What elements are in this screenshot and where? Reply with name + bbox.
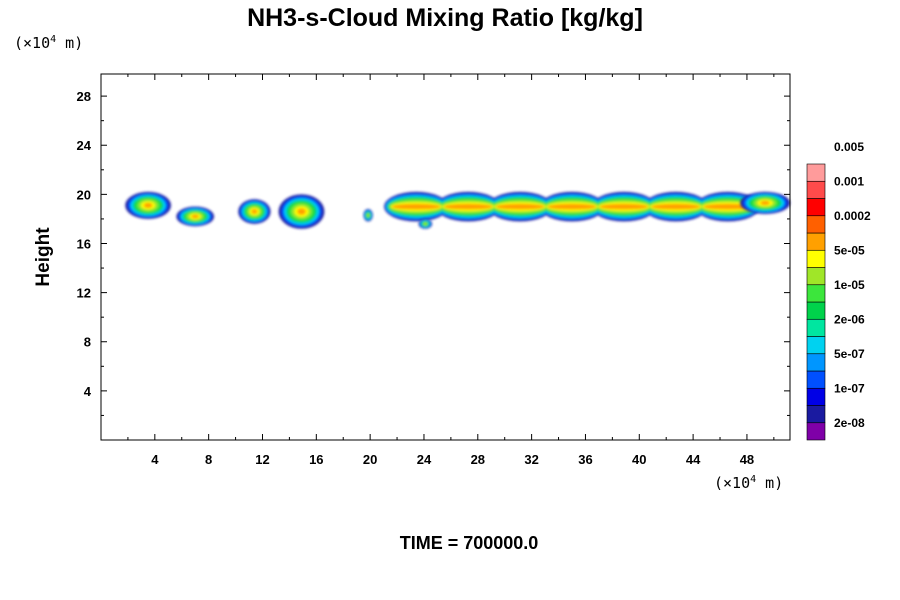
- legend-label: 2e-06: [834, 312, 865, 326]
- legend-swatch: [806, 232, 826, 251]
- cloud-contour: [191, 214, 199, 219]
- legend-label: 2e-08: [834, 416, 865, 430]
- cloud-contour: [391, 203, 441, 210]
- cloud-contour: [366, 213, 370, 217]
- chart-title: NH3-s-Cloud Mixing Ratio [kg/kg]: [247, 4, 643, 32]
- cloud-region: [278, 194, 325, 229]
- x-unit-label: (×104 m): [714, 474, 783, 492]
- cloud-contour: [703, 203, 753, 210]
- legend-label: 0.001: [834, 174, 864, 188]
- cloud-region: [238, 199, 271, 224]
- cloud-field: [125, 191, 790, 229]
- legend-swatch: [806, 301, 826, 320]
- time-label: TIME = 700000.0: [400, 533, 539, 553]
- y-tick-label: 16: [77, 236, 91, 251]
- x-tick-label: 4: [151, 452, 159, 467]
- x-tick-label: 44: [686, 452, 701, 467]
- legend-swatch: [806, 318, 826, 337]
- legend-swatch: [806, 284, 826, 303]
- cloud-region: [176, 206, 215, 227]
- legend-swatch: [806, 353, 826, 372]
- x-tick-label: 8: [205, 452, 212, 467]
- y-tick-label: 20: [77, 187, 91, 202]
- cloud-contour: [143, 202, 153, 208]
- plot-background: [101, 74, 790, 440]
- cloud-contour: [297, 208, 306, 215]
- y-tick-label: 24: [77, 138, 92, 153]
- legend-label: 0.0002: [834, 209, 871, 223]
- legend-swatch: [806, 198, 826, 217]
- legend-swatch: [806, 422, 826, 441]
- cloud-contour: [251, 209, 258, 214]
- x-tick-label: 16: [309, 452, 323, 467]
- y-tick-label: 28: [77, 89, 91, 104]
- x-tick-label: 32: [524, 452, 538, 467]
- y-axis: 4 8 12 16 20 24 28: [77, 89, 790, 416]
- legend-swatch: [806, 405, 826, 424]
- x-tick-label: 12: [255, 452, 269, 467]
- cloud-contour: [760, 200, 770, 206]
- legend-label: 5e-07: [834, 347, 865, 361]
- y-tick-label: 4: [84, 384, 92, 399]
- y-tick-label: 8: [84, 335, 91, 350]
- cloud-region: [384, 191, 760, 222]
- legend-swatch: [806, 336, 826, 355]
- cloud-region: [363, 209, 373, 222]
- cloud-contour: [443, 203, 493, 210]
- legend-swatch: [806, 267, 826, 286]
- cloud-contour: [423, 222, 427, 226]
- legend-label: 1e-07: [834, 381, 865, 395]
- cloud-region: [418, 218, 433, 229]
- legend-label: 5e-05: [834, 243, 865, 257]
- legend-swatch: [806, 215, 826, 234]
- x-tick-label: 48: [740, 452, 754, 467]
- legend-swatch: [806, 180, 826, 199]
- cloud-region: [740, 191, 790, 215]
- x-tick-label: 24: [417, 452, 432, 467]
- x-axis: 4 8 12 16 20 24 28 32 36 40 44 48: [127, 74, 775, 467]
- legend-swatch: [806, 370, 826, 389]
- plot-frame: [100, 73, 791, 441]
- x-tick-label: 28: [471, 452, 485, 467]
- cloud-contour: [651, 203, 701, 210]
- y-unit-label: (×104 m): [14, 34, 83, 52]
- legend-swatch: [806, 249, 826, 268]
- x-tick-label: 36: [578, 452, 592, 467]
- legend-label: 1e-05: [834, 278, 865, 292]
- y-tick-label: 12: [77, 286, 91, 301]
- legend-label: 0.005: [834, 140, 864, 154]
- x-tick-label: 20: [363, 452, 377, 467]
- legend-swatch: [806, 163, 826, 182]
- x-tick-label: 40: [632, 452, 646, 467]
- cloud-contour: [599, 203, 649, 210]
- cloud-contour: [495, 203, 545, 210]
- color-legend: 2e-08 1e-07 5e-07 2e-06 1e-05 5e-05 0.0002 0.00…: [806, 140, 871, 441]
- y-axis-label: Height: [33, 227, 54, 287]
- cloud-region: [125, 191, 171, 219]
- cloud-contour: [547, 203, 597, 210]
- legend-swatch: [806, 387, 826, 406]
